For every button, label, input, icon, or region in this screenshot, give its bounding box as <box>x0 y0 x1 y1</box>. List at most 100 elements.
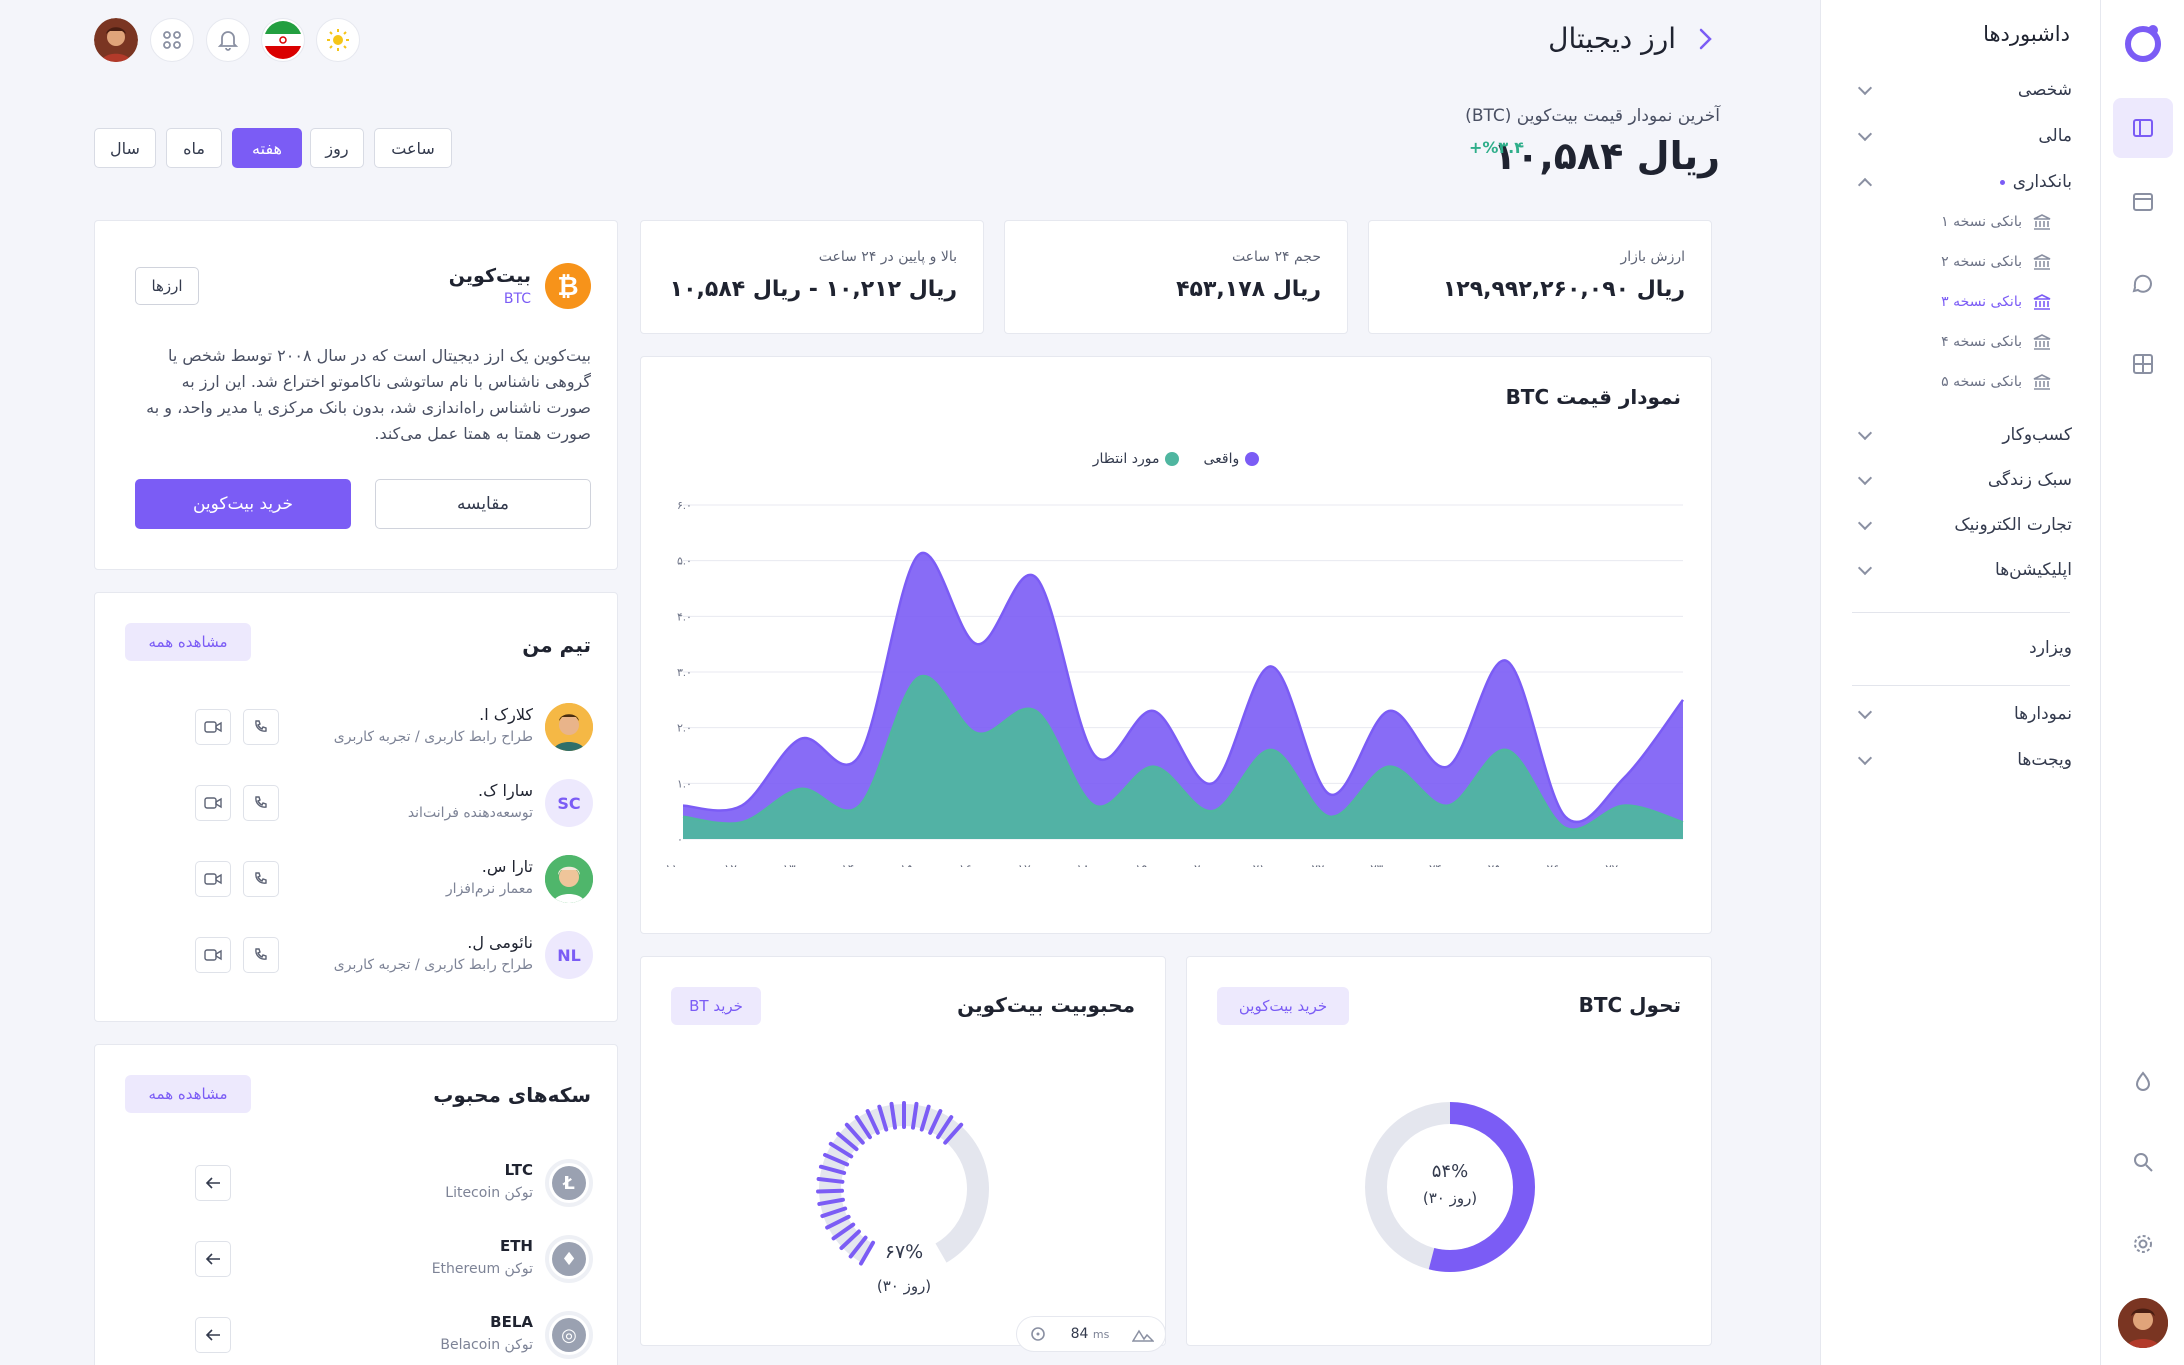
video-icon[interactable] <box>195 709 231 745</box>
ethereum-icon: ♦ <box>545 1235 593 1283</box>
view-all-button[interactable]: مشاهده همه <box>125 1075 251 1113</box>
sidebar-item-label: نمودارها <box>2014 704 2072 724</box>
chevron-down-icon <box>1857 425 1873 441</box>
bell-icon[interactable] <box>206 18 250 62</box>
sidebar-subitem-banking-2[interactable]: بانکی نسخه ۲ <box>1872 247 2052 277</box>
sidebar-item-finance[interactable]: مالی <box>1852 119 2072 153</box>
arrow-left-icon[interactable] <box>195 1165 231 1201</box>
sidebar-title: داشبوردها <box>1983 22 2070 46</box>
gauge-segment <box>928 1109 943 1135</box>
coin-symbol: LTC <box>504 1161 533 1179</box>
buy-bitcoin-button[interactable]: خرید بیت‌کوین <box>1217 987 1349 1025</box>
droplet-icon[interactable] <box>2121 1060 2165 1104</box>
gauge-segment <box>859 1240 875 1266</box>
grid-icon[interactable] <box>2121 342 2165 386</box>
sidebar-item-banking[interactable]: بانکداری <box>1852 165 2072 199</box>
sidebar-subitem-banking-1[interactable]: بانکی نسخه ۱ <box>1872 207 2052 237</box>
search-icon[interactable] <box>2121 1140 2165 1184</box>
gauge-segment <box>817 1197 845 1206</box>
sidebar-item-label: سبک زندگی <box>1987 470 2072 490</box>
phone-icon[interactable] <box>243 709 279 745</box>
y-tick-label: ۶.۰ <box>677 500 692 512</box>
gauge-segment <box>828 1141 854 1159</box>
sidebar-item-charts[interactable]: نمودارها <box>1852 697 2072 731</box>
sidebar-item-personal[interactable]: شخصی <box>1852 73 2072 107</box>
x-tick-label: بهمـ ۱۸ <box>1076 862 1112 867</box>
language-flag-icon[interactable] <box>261 18 305 62</box>
view-all-button[interactable]: مشاهده همه <box>125 623 251 661</box>
sidebar-item-lifestyle[interactable]: سبک زندگی <box>1852 463 2072 497</box>
period-hour[interactable]: ساعت <box>374 128 452 168</box>
chart-legend: واقعی مورد انتظار <box>641 451 1711 467</box>
legend-expected[interactable]: مورد انتظار <box>1093 451 1180 467</box>
gauge-segment <box>936 1115 954 1140</box>
avatar[interactable] <box>94 18 138 62</box>
coin-row[interactable]: ◎ BELA توکن Belacoin <box>157 1311 617 1365</box>
sidebar-item-business[interactable]: کسب‌وکار <box>1852 418 2072 452</box>
legend-actual[interactable]: واقعی <box>1203 451 1260 467</box>
sidebar-subitem-banking-3[interactable]: بانکی نسخه ۳ <box>1872 287 2052 317</box>
apps-grid-icon[interactable] <box>150 18 194 62</box>
gauge-segment <box>877 1104 889 1132</box>
compare-button[interactable]: مقایسه <box>375 479 591 529</box>
buy-bt-button[interactable]: خرید BT <box>671 987 761 1025</box>
arrow-left-icon[interactable] <box>195 1317 231 1353</box>
sidebar-subitem-banking-4[interactable]: بانکی نسخه ۴ <box>1872 327 2052 357</box>
sidebar-item-widgets[interactable]: ویجت‌ها <box>1852 743 2072 777</box>
sidebar-item-label: تجارت الکترونیک <box>1954 515 2072 535</box>
member-role: توسعه‌دهنده فرانت‌اند <box>407 805 533 821</box>
chat-icon[interactable] <box>2121 262 2165 306</box>
gauge-segment <box>865 1109 880 1135</box>
period-day[interactable]: روز <box>310 128 364 168</box>
x-tick-label: بهمـ ۱۲ <box>724 862 760 867</box>
period-year[interactable]: سال <box>94 128 156 168</box>
sidebar-item-label: ویجت‌ها <box>2017 750 2072 770</box>
gauge-segment <box>831 1222 856 1241</box>
donut-progress <box>1365 1102 1535 1272</box>
sidebar-item-label: اپلیکیشن‌ها <box>1995 560 2072 580</box>
video-icon[interactable] <box>195 937 231 973</box>
user-avatar[interactable] <box>2118 1298 2168 1348</box>
phone-icon[interactable] <box>243 785 279 821</box>
buy-bitcoin-button[interactable]: خرید بیت‌کوین <box>135 479 351 529</box>
period-week[interactable]: هفته <box>232 128 302 168</box>
y-tick-label: ۴.۰ <box>677 611 692 623</box>
x-tick-label: بهمـ ۲۰ <box>1194 862 1230 867</box>
stat-label: حجم ۲۴ ساعت <box>1231 249 1321 265</box>
member-name: تارا س. <box>481 857 533 876</box>
popularity-sub: (روز ۳۰) <box>876 1277 932 1295</box>
video-icon[interactable] <box>195 785 231 821</box>
period-month[interactable]: ماه <box>166 128 222 168</box>
coin-symbol: BELA <box>490 1313 533 1331</box>
turnover-sub: (روز ۳۰) <box>1422 1189 1478 1207</box>
y-tick-label: ۵.۰ <box>677 556 692 568</box>
coin-row[interactable]: Ł LTC توکن Litecoin <box>157 1159 617 1235</box>
currencies-button[interactable]: ارزها <box>135 267 199 305</box>
dashboard-icon[interactable] <box>2113 98 2173 158</box>
sidebar: داشبوردها شخصی مالی بانکداری بانکی نسخه … <box>1820 0 2100 1365</box>
sidebar-item-ecommerce[interactable]: تجارت الکترونیک <box>1852 508 2072 542</box>
chevron-down-icon <box>1857 560 1873 576</box>
perf-badge[interactable]: 84 ms <box>1016 1316 1166 1352</box>
member-name: کلارک ا. <box>479 705 533 724</box>
coin-row[interactable]: ♦ ETH توکن Ethereum <box>157 1235 617 1311</box>
settings-icon[interactable] <box>2121 1222 2165 1266</box>
coin-name: بیت‌کوین <box>448 265 531 287</box>
phone-icon[interactable] <box>243 861 279 897</box>
theme-toggle-sun-icon[interactable] <box>316 18 360 62</box>
chevron-down-icon <box>1857 515 1873 531</box>
sidebar-subitem-banking-5[interactable]: بانکی نسخه ۵ <box>1872 367 2052 397</box>
layout-icon[interactable] <box>2121 180 2165 224</box>
sidebar-item-wizard[interactable]: ویزارد <box>1852 631 2072 665</box>
phone-icon[interactable] <box>243 937 279 973</box>
series-area-expected[interactable] <box>683 676 1683 839</box>
x-tick-label: بهمـ ۱۳ <box>783 862 819 867</box>
area-chart[interactable]: ۶.۰ ۵.۰ ۴.۰ ۳.۰ ۲.۰ ۱.۰ ۰ بهمـ ۱۱ بهمـ ۱۲ بهمـ ۱۳… <box>641 487 1713 867</box>
x-tick-label: بهمـ ۱۵ <box>900 862 936 867</box>
arrow-left-icon[interactable] <box>195 1241 231 1277</box>
sidebar-item-apps[interactable]: اپلیکیشن‌ها <box>1852 553 2072 587</box>
logo-icon[interactable] <box>2121 20 2165 64</box>
mountains-icon <box>1131 1329 1154 1342</box>
chevron-right-icon[interactable] <box>1694 26 1716 52</box>
video-icon[interactable] <box>195 861 231 897</box>
